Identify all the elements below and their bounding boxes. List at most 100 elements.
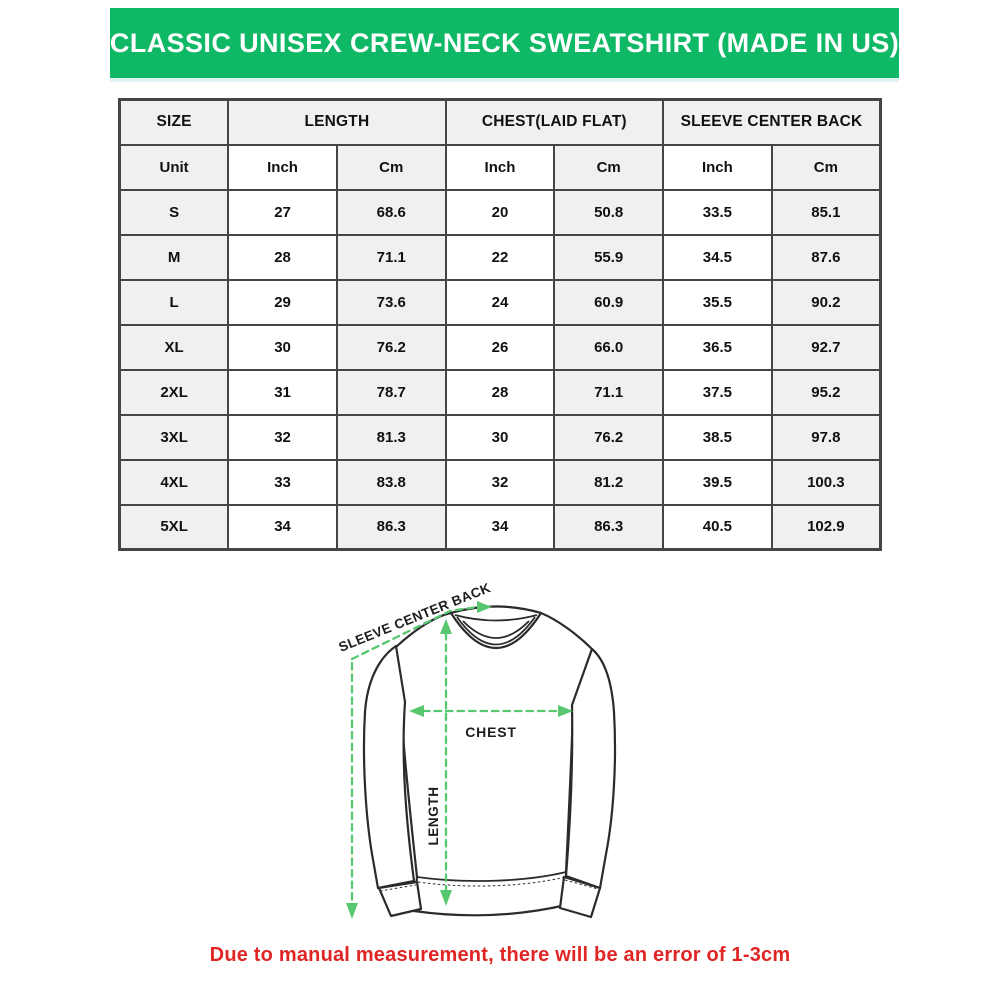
measurement-cell: 26 xyxy=(444,323,556,371)
unit-cell: Cm xyxy=(335,143,447,191)
size-label-cell: XL xyxy=(118,323,230,371)
size-label-cell: 5XL xyxy=(118,503,230,551)
title-banner: CLASSIC UNISEX CREW-NECK SWEATSHIRT (MAD… xyxy=(110,8,899,78)
page-title: CLASSIC UNISEX CREW-NECK SWEATSHIRT (MAD… xyxy=(109,27,900,58)
length-label: LENGTH xyxy=(426,786,441,845)
size-label-cell: 4XL xyxy=(118,458,230,506)
measurement-cell: 55.9 xyxy=(553,233,665,281)
measurement-cell: 38.5 xyxy=(662,413,773,461)
sweatshirt-measurement-diagram: SLEEVE CENTER BACK CHEST LENGTH xyxy=(337,580,617,919)
measurement-cell: 33.5 xyxy=(662,188,773,236)
size-label-cell: L xyxy=(118,278,230,326)
right-sleeve xyxy=(564,647,617,890)
measurement-cell: 32 xyxy=(227,413,338,461)
measurement-cell: 78.7 xyxy=(335,368,447,416)
right-cuff-stitch xyxy=(564,879,599,890)
size-label-cell: 2XL xyxy=(118,368,230,416)
measurement-error-note: Due to manual measurement, there will be… xyxy=(209,944,791,966)
size-chart-table-body: SIZE LENGTH CHEST(LAID FLAT) SLEEVE CENTER … xyxy=(118,98,882,551)
measurement-cell: 85.1 xyxy=(770,188,882,236)
measurement-cell: 68.6 xyxy=(335,188,447,236)
size-row: 2XL 31 78.7 28 71.1 37.5 95.2 xyxy=(118,368,882,416)
size-chart-table: SIZE LENGTH CHEST(LAID FLAT) SLEEVE CENTER … xyxy=(118,98,882,551)
measurement-cell: 83.8 xyxy=(335,458,447,506)
measurement-cell: 33 xyxy=(227,458,338,506)
measurement-cell: 28 xyxy=(444,368,556,416)
chest-label: CHEST xyxy=(465,724,516,740)
unit-cell: Cm xyxy=(553,143,665,191)
measurement-cell: 71.1 xyxy=(553,368,665,416)
hem-band-seam xyxy=(416,871,567,882)
unit-cell: Cm xyxy=(770,143,882,191)
chest-arrow-right-icon xyxy=(558,705,573,717)
unit-cell: Inch xyxy=(662,143,773,191)
left-sleeve xyxy=(362,644,416,890)
measurement-cell: 73.6 xyxy=(335,278,447,326)
length-arrow-down-icon xyxy=(440,890,452,906)
sleeve-center-back-line xyxy=(350,605,479,661)
sleeve-arrow-right-icon xyxy=(477,601,492,613)
measurement-cell: 22 xyxy=(444,233,556,281)
measurement-cell: 40.5 xyxy=(662,503,773,551)
left-cuff xyxy=(377,880,423,918)
measurement-cell: 31 xyxy=(227,368,338,416)
measurement-cell: 39.5 xyxy=(662,458,773,506)
measurement-cell: 90.2 xyxy=(770,278,882,326)
measurement-cell: 76.2 xyxy=(553,413,665,461)
measurement-cell: 29 xyxy=(227,278,338,326)
measurement-cell: 92.7 xyxy=(770,323,882,371)
size-row: 5XL 34 86.3 34 86.3 40.5 102.9 xyxy=(118,503,882,551)
measurement-cell: 60.9 xyxy=(553,278,665,326)
measurement-cell: 71.1 xyxy=(335,233,447,281)
measurement-cell: 66.0 xyxy=(553,323,665,371)
measurement-cell: 36.5 xyxy=(662,323,773,371)
sleeve-arrow-down-icon xyxy=(346,903,358,919)
size-row: L 29 73.6 24 60.9 35.5 90.2 xyxy=(118,278,882,326)
collar-rib-line-3 xyxy=(462,620,530,639)
measurement-cell: 34 xyxy=(227,503,338,551)
collar-rib-line-2 xyxy=(456,616,536,646)
measurement-cell: 37.5 xyxy=(662,368,773,416)
length-arrow-up-icon xyxy=(440,619,452,634)
size-row: 3XL 32 81.3 30 76.2 38.5 97.8 xyxy=(118,413,882,461)
unit-row: Unit Inch Cm Inch Cm Inch Cm xyxy=(118,143,882,191)
hem-stitch-line xyxy=(417,876,566,887)
size-row: 4XL 33 83.8 32 81.2 39.5 100.3 xyxy=(118,458,882,506)
column-group-header: CHEST(LAID FLAT) xyxy=(444,98,665,146)
unit-cell: Inch xyxy=(444,143,556,191)
measurement-cell: 81.2 xyxy=(553,458,665,506)
size-label-cell: S xyxy=(118,188,230,236)
measurement-cell: 24 xyxy=(444,278,556,326)
size-label-cell: 3XL xyxy=(118,413,230,461)
measurement-cell: 86.3 xyxy=(335,503,447,551)
measurement-cell: 28 xyxy=(227,233,338,281)
column-group-header: SLEEVE CENTER BACK xyxy=(662,98,882,146)
size-label-cell: M xyxy=(118,233,230,281)
unit-cell: Inch xyxy=(227,143,338,191)
collar-rib-line-1 xyxy=(454,614,538,622)
left-cuff-stitch xyxy=(379,884,417,892)
measurement-cell: 30 xyxy=(227,323,338,371)
table-group-header-row: SIZE LENGTH CHEST(LAID FLAT) SLEEVE CENTER … xyxy=(118,98,882,146)
size-row: M 28 71.1 22 55.9 34.5 87.6 xyxy=(118,233,882,281)
measurement-cell: 81.3 xyxy=(335,413,447,461)
measurement-cell: 95.2 xyxy=(770,368,882,416)
unit-cell: Unit xyxy=(118,143,230,191)
measurement-cell: 87.6 xyxy=(770,233,882,281)
measurement-cell: 97.8 xyxy=(770,413,882,461)
size-row: S 27 68.6 20 50.8 33.5 85.1 xyxy=(118,188,882,236)
chest-arrow-left-icon xyxy=(409,705,424,717)
column-group-header: SIZE xyxy=(118,98,230,146)
measurement-cell: 76.2 xyxy=(335,323,447,371)
measurement-cell: 34.5 xyxy=(662,233,773,281)
column-group-header: LENGTH xyxy=(227,98,447,146)
size-row: XL 30 76.2 26 66.0 36.5 92.7 xyxy=(118,323,882,371)
measurement-cell: 30 xyxy=(444,413,556,461)
measurement-cell: 100.3 xyxy=(770,458,882,506)
measurement-cell: 27 xyxy=(227,188,338,236)
sweatshirt-body xyxy=(394,605,594,917)
measurement-cell: 50.8 xyxy=(553,188,665,236)
measurement-cell: 32 xyxy=(444,458,556,506)
measurement-cell: 20 xyxy=(444,188,556,236)
